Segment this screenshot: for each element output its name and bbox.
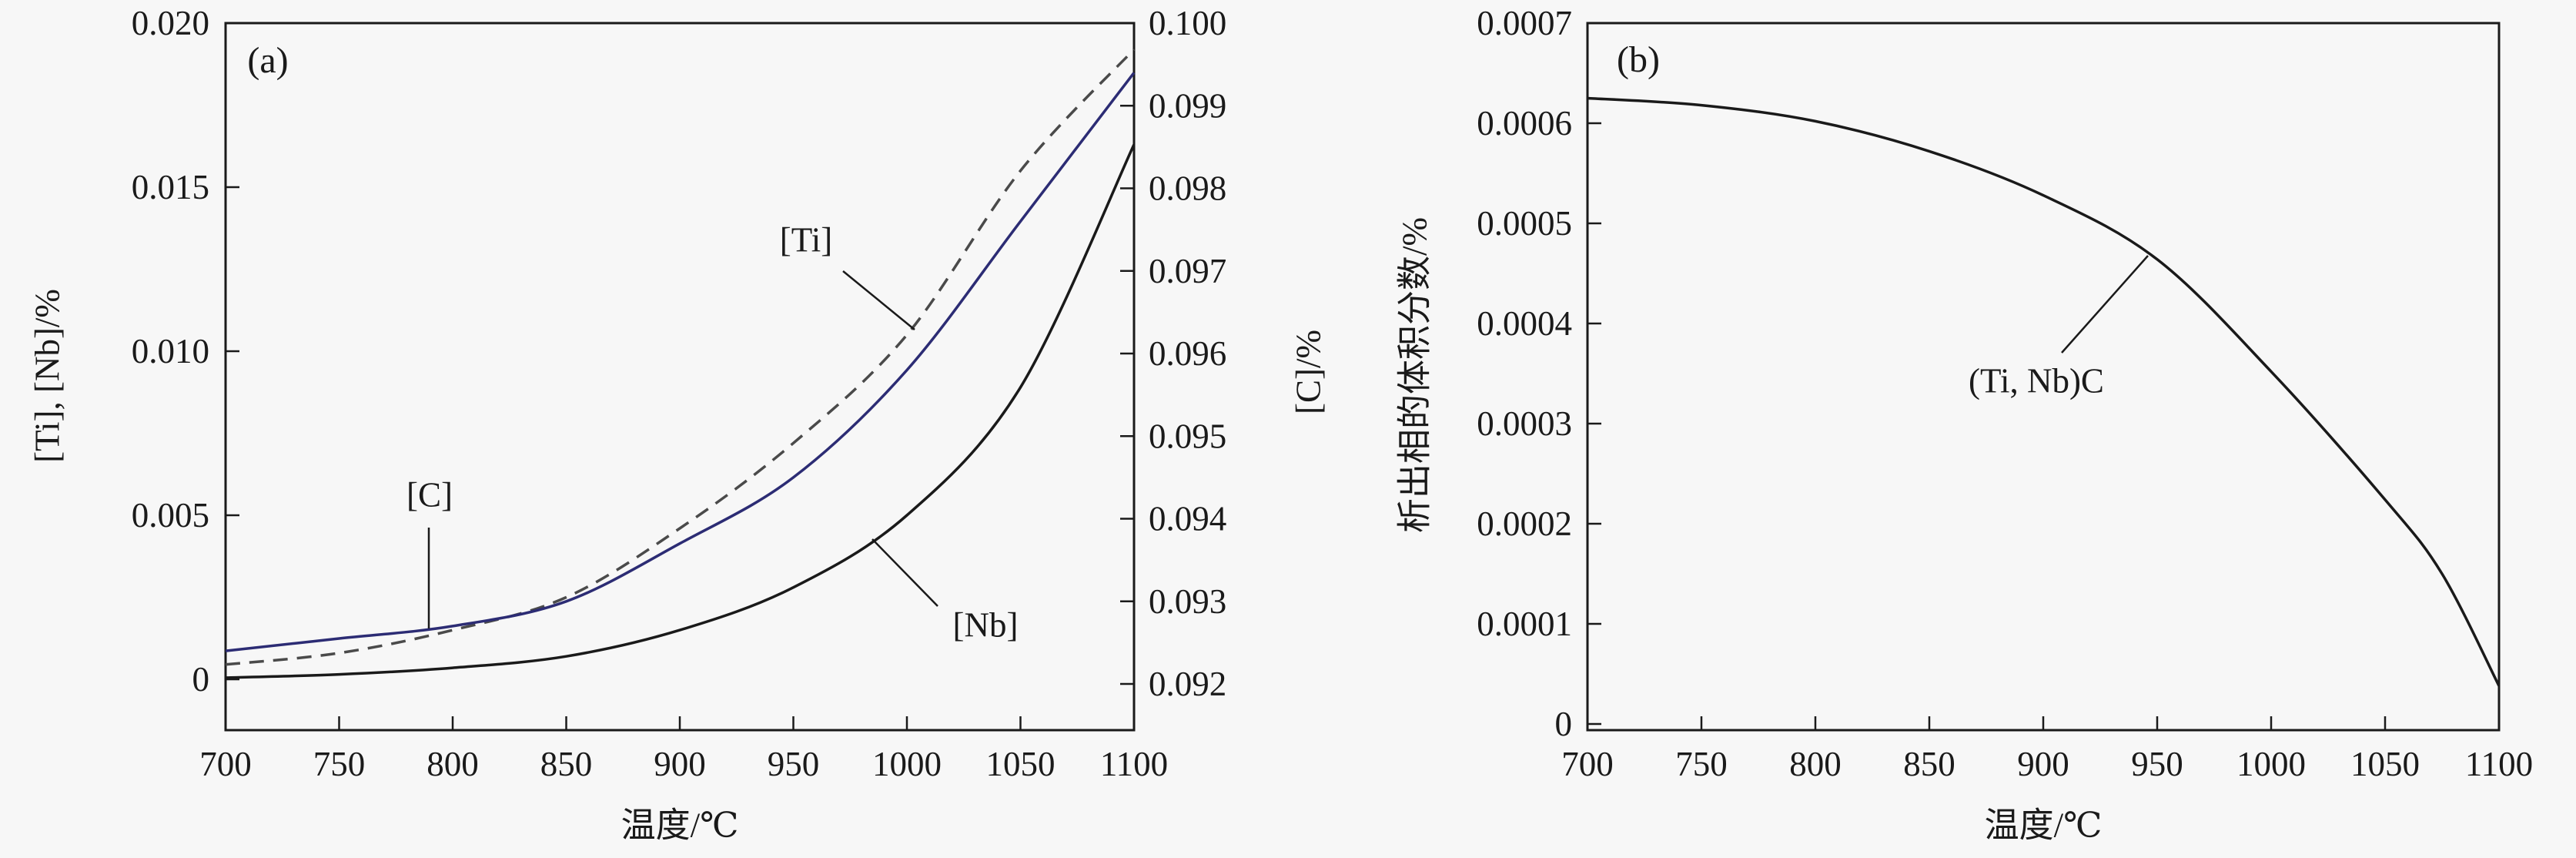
annotation-leader-line-a: [842, 270, 915, 330]
x-tick-label-a: 900: [654, 745, 706, 783]
annotation-ti-label: [Ti]: [779, 220, 833, 260]
annotation-leader-line-a: [871, 538, 938, 607]
panel-a-x-axis-title: 温度/℃: [621, 806, 739, 845]
x-tick-label-a: 800: [427, 745, 479, 783]
panel-a-right-axis-title: [C]/%: [1289, 330, 1328, 414]
x-tick-label-b: 1050: [2350, 745, 2420, 783]
x-tick-label-a: 1000: [872, 745, 942, 783]
x-tick-label-b: 1100: [2465, 745, 2533, 783]
x-tick-label-b: 900: [2017, 745, 2069, 783]
y-right-tick-label-a: 0.094: [1149, 500, 1226, 538]
annotation-nb-label: [Nb]: [952, 605, 1019, 645]
y-left-tick-label-a: 0: [192, 660, 210, 699]
y-left-tick-label-a: 0.020: [132, 4, 209, 42]
curve-a-1-c: [225, 72, 1136, 652]
y-right-tick-label-a: 0.099: [1149, 86, 1226, 125]
y-right-tick-label-a: 0.093: [1149, 582, 1226, 621]
annotation-tinbc-label: (Ti, Nb)C: [1969, 361, 2104, 401]
y-right-tick-label-a: 0.092: [1149, 665, 1226, 703]
y-left-tick-label-b: 0.0007: [1477, 4, 1572, 42]
x-tick-label-b: 950: [2131, 745, 2183, 783]
y-right-tick-label-a: 0.097: [1149, 252, 1226, 290]
y-left-tick-label-b: 0.0002: [1477, 504, 1572, 543]
curve-a-2-nb: [225, 143, 1136, 679]
y-left-tick-label-b: 0.0005: [1477, 204, 1572, 243]
y-right-tick-label-a: 0.098: [1149, 169, 1226, 208]
annotation-leader-line-b: [2061, 255, 2149, 354]
x-tick-label-b: 1000: [2236, 745, 2306, 783]
panel-b-x-axis-title: 温度/℃: [1984, 806, 2103, 845]
x-tick-label-a: 1050: [986, 745, 1055, 783]
y-right-tick-label-a: 0.096: [1149, 334, 1226, 373]
x-tick-label-b: 700: [1561, 745, 1614, 783]
x-tick-label-a: 950: [768, 745, 820, 783]
curve-b-0-tinbc: [1587, 96, 2501, 687]
panel-b-left-axis-title: 析出相的体积分数/%: [1395, 217, 1434, 533]
y-left-tick-label-b: 0.0003: [1477, 404, 1572, 443]
curve-a-0-ti: [225, 48, 1136, 666]
y-left-tick-label-a: 0.005: [132, 496, 209, 535]
x-tick-label-a: 750: [313, 745, 366, 783]
panel-a-letter: (a): [247, 40, 289, 81]
y-left-tick-label-b: 0: [1555, 705, 1573, 743]
y-left-tick-label-b: 0.0001: [1477, 605, 1572, 643]
x-tick-label-b: 800: [1789, 745, 1842, 783]
panel-a-left-axis-title: [Ti], [Nb]/%: [28, 289, 67, 463]
y-left-tick-label-a: 0.015: [132, 168, 209, 206]
x-tick-label-a: 1100: [1100, 745, 1168, 783]
y-right-tick-label-a: 0.095: [1149, 417, 1226, 455]
annotation-c-label: [C]: [406, 475, 453, 514]
x-tick-label-a: 850: [540, 745, 593, 783]
x-tick-label-b: 850: [1903, 745, 1955, 783]
x-tick-label-a: 700: [199, 745, 252, 783]
y-right-tick-label-a: 0.100: [1149, 4, 1226, 42]
panel-b-letter: (b): [1617, 39, 1660, 80]
y-left-tick-label-b: 0.0004: [1477, 304, 1572, 343]
y-left-tick-label-b: 0.0006: [1477, 104, 1572, 142]
x-tick-label-b: 750: [1675, 745, 1728, 783]
y-left-tick-label-a: 0.010: [132, 332, 209, 370]
